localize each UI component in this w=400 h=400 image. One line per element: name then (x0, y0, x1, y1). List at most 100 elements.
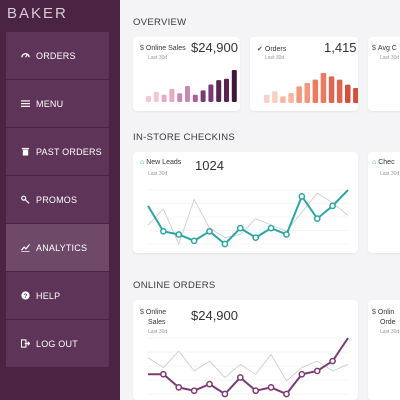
card-sub: Last 30d (148, 329, 168, 335)
section-title-overview: OVERVIEW (133, 17, 187, 28)
sidebar: BAKER ORDERS MENU PAST ORDERS PROMOS (0, 0, 120, 400)
card-sub: Last 30d (265, 55, 285, 61)
chart-point (190, 387, 198, 395)
chart-bar (231, 70, 237, 102)
online-orders-card-second[interactable]: $ Onlin Orde Last 30d (368, 300, 400, 400)
chart-point (283, 231, 290, 238)
key-icon (20, 195, 30, 205)
sidebar-item-label: MENU (36, 98, 64, 109)
chart-line-icon (20, 243, 30, 253)
overview-card-orders[interactable]: ✔ Orders Last 30d 1,415 (250, 37, 358, 111)
online-orders-card-sales[interactable]: $ Online Sales Last 30d $24,900 (133, 300, 358, 400)
chart-point (329, 202, 336, 210)
chart-point (252, 234, 260, 241)
main-content: OVERVIEW $ Online Sales Last 30d $24,900 … (120, 0, 400, 400)
chart-point (313, 215, 321, 222)
chart-bar (153, 91, 159, 102)
chart-bar (288, 93, 294, 103)
chart-bar (192, 94, 198, 102)
chart-bar (185, 86, 190, 102)
overview-card-online-sales[interactable]: $ Online Sales Last 30d $24,900 (133, 37, 240, 111)
check-icon: ✔ (257, 46, 263, 53)
chart-point (236, 374, 244, 381)
chart-point (206, 227, 213, 235)
card-label: ⌂ New Leads (140, 159, 182, 166)
chart-point (236, 224, 244, 232)
svg-text:?: ? (23, 293, 27, 300)
line-chart-new-leads (147, 189, 349, 248)
card-sub: Last 30d (380, 171, 400, 177)
chart-bar (304, 83, 310, 103)
dollar-icon: $ (372, 309, 376, 316)
chart-point (221, 390, 229, 398)
line-chart-online-sales (147, 337, 349, 398)
logout-icon (20, 339, 30, 349)
chart-bar (177, 93, 183, 102)
sidebar-item-label: ORDERS (36, 50, 76, 61)
chart-bar (208, 84, 214, 102)
chart-bar (272, 91, 278, 103)
card-label: $ Avg C (372, 45, 397, 52)
home-icon: ⌂ (372, 159, 377, 166)
chart-bar (296, 86, 302, 103)
sidebar-item-label: HELP (36, 290, 61, 301)
checkins-card-second[interactable]: ⌂ Chec Last 30d (368, 152, 400, 253)
checkins-card-new-leads[interactable]: ⌂ New Leads Last 30d 1024 (133, 152, 358, 253)
chart-bar (200, 90, 206, 102)
overview-card-avg[interactable]: $ Avg C Last 30d (368, 37, 400, 111)
chart-series-line-secondary (147, 350, 349, 382)
sidebar-item-label: ANALYTICS (36, 242, 88, 253)
sidebar-item-help[interactable]: ? HELP (6, 272, 109, 320)
chart-point (298, 370, 306, 378)
chart-point (160, 370, 167, 378)
chart-bar (161, 94, 167, 102)
sidebar-item-label: PROMOS (36, 194, 78, 205)
chart-point (283, 390, 290, 398)
brand-logo: BAKER (7, 5, 68, 22)
chart-bar (312, 79, 319, 103)
sidebar-item-orders[interactable]: ORDERS (6, 32, 109, 80)
card-value: 1024 (195, 158, 224, 173)
card-value: $24,900 (191, 308, 238, 323)
card-sub: Last 30d (380, 55, 400, 61)
sidebar-item-label: LOG OUT (36, 338, 78, 349)
chart-point (175, 231, 183, 238)
bar-chart-orders (264, 73, 358, 103)
section-title-online-orders: ONLINE ORDERS (133, 280, 216, 291)
dollar-icon: $ (372, 45, 376, 52)
chart-bar (216, 80, 222, 102)
card-label: ⌂ Chec (372, 159, 395, 166)
chart-point (175, 384, 183, 391)
chart-bar (336, 79, 343, 103)
chart-point (252, 387, 260, 395)
chart-bar (328, 76, 335, 103)
chart-point (313, 367, 321, 375)
dollar-icon: $ (140, 45, 144, 52)
chart-bar (280, 96, 286, 103)
sidebar-item-menu[interactable]: MENU (6, 80, 109, 128)
sidebar-item-log-out[interactable]: LOG OUT (6, 320, 109, 368)
dollar-icon: $ (140, 309, 144, 316)
question-circle-icon: ? (20, 291, 30, 301)
card-value: 1,415 (324, 40, 357, 55)
trash-icon (20, 147, 30, 157)
bar-chart-online-sales (146, 70, 237, 102)
chart-point (221, 240, 229, 248)
sidebar-nav: ORDERS MENU PAST ORDERS PROMOS ANALYTICS (6, 32, 109, 368)
list-icon (20, 99, 30, 109)
card-label: $ Onlin Orde (372, 309, 396, 326)
card-sub: Last 30d (148, 55, 168, 61)
chart-bar (345, 84, 351, 103)
chart-bar (146, 96, 151, 102)
chart-bar (264, 94, 270, 103)
card-sub: Last 30d (380, 329, 400, 335)
chart-point (190, 237, 198, 245)
chart-point (206, 380, 213, 388)
sidebar-item-analytics[interactable]: ANALYTICS (6, 224, 109, 272)
chart-point (160, 227, 167, 235)
chart-bar (169, 88, 175, 102)
card-label: $ Online Sales (140, 309, 167, 326)
section-title-checkins: IN-STORE CHECKINS (133, 132, 236, 143)
sidebar-item-past-orders[interactable]: PAST ORDERS (6, 128, 109, 176)
sidebar-item-promos[interactable]: PROMOS (6, 176, 109, 224)
